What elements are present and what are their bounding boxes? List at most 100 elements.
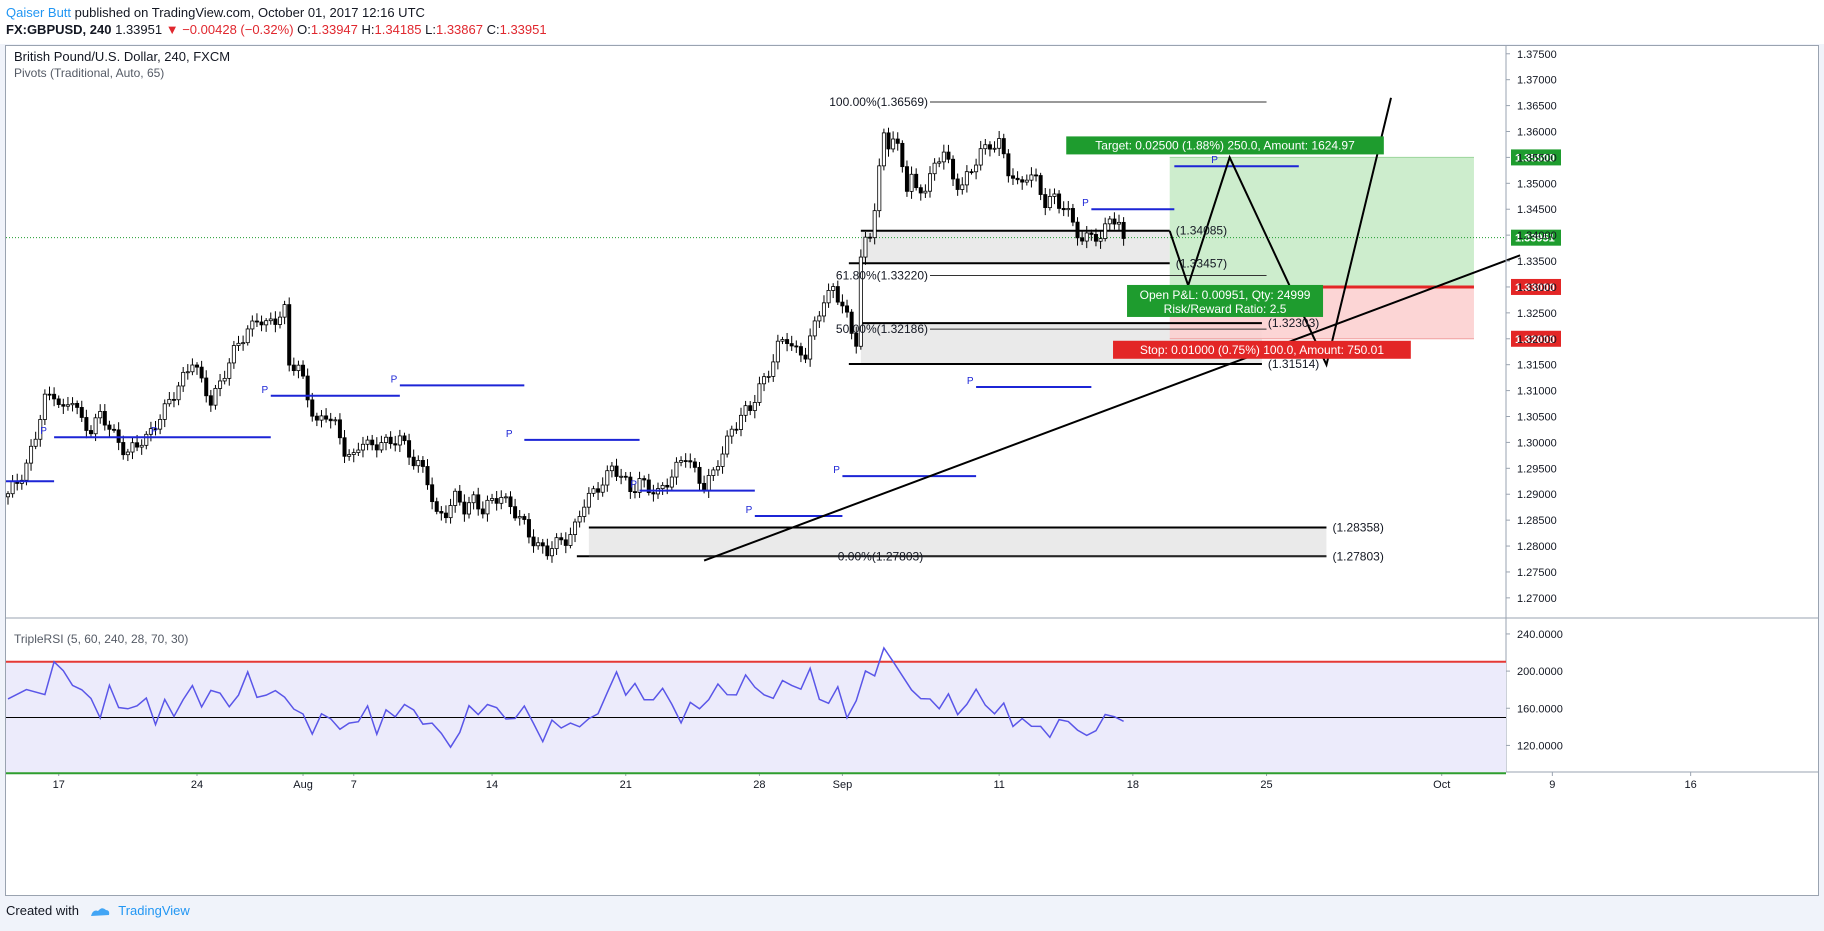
- candle-body: [490, 498, 495, 501]
- candle-body: [402, 435, 407, 442]
- candle-body: [1029, 174, 1034, 181]
- created-with-label: Created with: [6, 903, 79, 918]
- sr-zone: [588, 527, 1327, 557]
- candle-body: [762, 376, 767, 385]
- price-badge: 1.33951: [1515, 233, 1555, 245]
- candle-body: [1057, 193, 1062, 209]
- stop-label: Stop: 0.01000 (0.75%) 100.0, Amount: 750…: [1140, 343, 1385, 357]
- candle-body: [692, 461, 697, 468]
- author-link[interactable]: Qaiser Butt: [6, 5, 72, 20]
- price-tick-label: 1.32500: [1517, 308, 1557, 320]
- price-badge-bg: [1511, 330, 1561, 347]
- candle-body: [531, 536, 536, 547]
- zone-bottom-label: (1.31514): [1268, 357, 1319, 371]
- candle-body: [241, 342, 246, 345]
- candle-body: [600, 484, 605, 493]
- candle-body: [144, 433, 149, 446]
- price-tick-label: 1.35500: [1517, 152, 1557, 164]
- candle-body: [1066, 208, 1071, 211]
- candle-body: [466, 502, 471, 515]
- low-value: 1.33867: [435, 22, 483, 37]
- candle-body: [476, 494, 481, 510]
- trendline: [703, 254, 1521, 562]
- projection-path: [1168, 97, 1392, 368]
- price-chart[interactable]: P P P P P P P P P P P (1.34085) (1.33457) (1.32303) (…: [0, 46, 1824, 895]
- candle-body: [757, 383, 762, 403]
- candle-body: [734, 428, 739, 431]
- price-tick-label: 1.29500: [1517, 463, 1557, 475]
- candle-body: [347, 454, 352, 457]
- candle-body: [494, 498, 499, 504]
- candle-body: [130, 442, 135, 453]
- price-tick-label: 1.30000: [1517, 437, 1557, 449]
- candle-body: [1117, 221, 1122, 225]
- candle-body: [1038, 175, 1043, 195]
- candle-body: [416, 460, 421, 467]
- time-tick-label: 11: [993, 779, 1004, 791]
- candle-body: [918, 187, 923, 194]
- candle-body: [983, 144, 988, 150]
- candle-body: [577, 516, 582, 523]
- open-label: O:: [297, 22, 311, 37]
- candle-body: [65, 404, 70, 407]
- candle-body: [992, 147, 997, 150]
- candle-body: [941, 151, 946, 163]
- time-tick-label: 25: [1260, 779, 1272, 791]
- candle-body: [729, 428, 734, 437]
- candle-body: [1112, 218, 1117, 225]
- candle-body: [33, 438, 38, 447]
- candle-body: [204, 377, 209, 397]
- candle-body: [356, 449, 361, 453]
- candle-body: [162, 403, 167, 420]
- chart-container[interactable]: P P P P P P P P P P P (1.34085) (1.33457) (1.32303) (…: [0, 45, 1824, 896]
- low-label: L:: [425, 22, 436, 37]
- candle-body: [623, 475, 628, 478]
- candle-body: [863, 236, 868, 258]
- tradingview-link[interactable]: TradingView: [118, 903, 190, 918]
- candle-body: [1084, 232, 1089, 242]
- fib-level-label: 61.80%(1.33220): [836, 269, 928, 283]
- candle-body: [88, 430, 93, 435]
- candle-body: [199, 366, 204, 379]
- time-tick-label: 14: [486, 779, 498, 791]
- candle-body: [660, 484, 665, 490]
- candle-body: [974, 164, 979, 173]
- pnl-label: Open P&L: 0.00951, Qty: 24999: [1140, 288, 1311, 302]
- candle-body: [794, 345, 799, 348]
- candle-body: [310, 399, 315, 417]
- target-label-bg: [1066, 136, 1384, 155]
- open-value: 1.33947: [310, 22, 358, 37]
- price-tick-label: 1.34000: [1517, 230, 1557, 242]
- candle-body: [503, 496, 508, 499]
- price-tick-label: 1.27000: [1517, 593, 1557, 605]
- price-badge-bg: [1511, 229, 1561, 246]
- price-tick-label: 1.35000: [1517, 178, 1557, 190]
- pivot-marker: P: [262, 385, 269, 396]
- candle-body: [808, 335, 813, 360]
- candle-body: [52, 393, 57, 400]
- candle-body: [559, 537, 564, 541]
- candle-body: [439, 511, 444, 514]
- candle-body: [328, 418, 333, 422]
- candle-body: [909, 173, 914, 192]
- candle-body: [231, 345, 236, 364]
- candle-body: [93, 417, 98, 435]
- candle-body: [568, 534, 573, 546]
- pivot-marker: P: [967, 376, 974, 387]
- time-tick-label: 24: [191, 779, 203, 791]
- candle-body: [738, 414, 743, 430]
- candle-body: [305, 375, 310, 401]
- candle-body: [586, 492, 591, 508]
- candle-body: [116, 429, 121, 443]
- rsi-tick-label: 240.0000: [1517, 629, 1563, 641]
- candle-body: [517, 516, 522, 519]
- candle-body: [1020, 179, 1025, 183]
- candle-body: [268, 318, 273, 322]
- price-badge: 1.32000: [1515, 334, 1555, 346]
- candle-body: [1034, 174, 1039, 177]
- candle-body: [61, 404, 66, 407]
- candle-body: [720, 453, 725, 467]
- time-tick-label: Aug: [293, 779, 313, 791]
- candle-body: [628, 476, 633, 492]
- candle-body: [840, 301, 845, 307]
